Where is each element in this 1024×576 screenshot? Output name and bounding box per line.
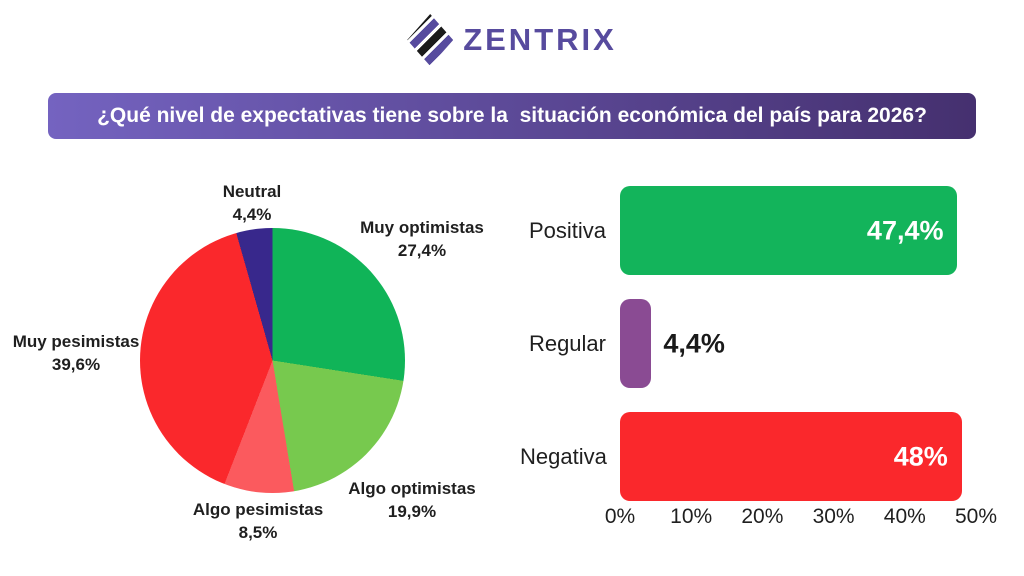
bar-fill: 4,4% [620,299,725,388]
question-banner: ¿Qué nivel de expectativas tiene sobre l… [48,93,976,139]
x-tick: 20% [741,505,784,528]
bar-row: Regular 4,4% [520,299,1000,388]
bar-value-label: 4,4% [663,328,725,358]
bar-fill: 47,4% [620,186,958,275]
x-tick: 40% [883,505,926,528]
pie-label-value: 19,9% [387,502,437,521]
x-tick: 50% [954,505,998,528]
pie-label-algo-optimistas: Algo optimistas 19,9% [327,477,497,523]
bar-track: 48% [620,412,976,501]
pie-label-value: 8,5% [238,523,278,542]
bar-fill: 48% [620,412,962,501]
pie-label-text: Algo optimistas [348,479,476,498]
logo-text: ZENTRIX [463,22,617,57]
bar-category-label: Positiva [528,217,606,243]
bar-value-label: 48% [893,441,948,471]
pie-label-value: 4,4% [232,205,272,224]
x-axis: 0% 10% 20% 30% 40% 50% [605,505,997,533]
bar-chart: Positiva 47,4% Regular 4,4% Negativa 48% [520,186,1000,525]
pie-label-text: Muy pesimistas [12,332,140,351]
x-tick: 0% [604,505,636,528]
zentrix-diamond-icon [407,14,454,66]
pie-label-algo-pesimistas: Algo pesimistas 8,5% [173,498,343,544]
bar-track: 4,4% [620,299,976,388]
x-tick: 30% [812,505,855,528]
question-text: ¿Qué nivel de expectativas tiene sobre l… [97,104,927,127]
pie-label-muy-optimistas: Muy optimistas 27,4% [337,216,507,262]
bar-category-label: Negativa [520,443,607,469]
bar-value-label: 47,4% [866,215,944,245]
x-tick: 10% [670,505,713,528]
bar-row: Negativa 48% [520,412,1000,501]
pie-label-text: Muy optimistas [360,218,484,237]
pie-label-value: 27,4% [397,241,447,260]
pie-label-neutral: Neutral 4,4% [182,180,322,226]
bar-category-label: Regular [528,330,606,356]
pie-label-value: 39,6% [51,355,101,374]
pie-label-muy-pesimistas: Muy pesimistas 39,6% [0,330,152,376]
pie-chart [140,228,405,493]
pie-label-text: Algo pesimistas [192,500,324,519]
pie-label-text: Neutral [222,182,282,201]
bar-track: 47,4% [620,186,976,275]
zentrix-logo: ZENTRIX [0,14,1024,66]
bar-row: Positiva 47,4% [520,186,1000,275]
